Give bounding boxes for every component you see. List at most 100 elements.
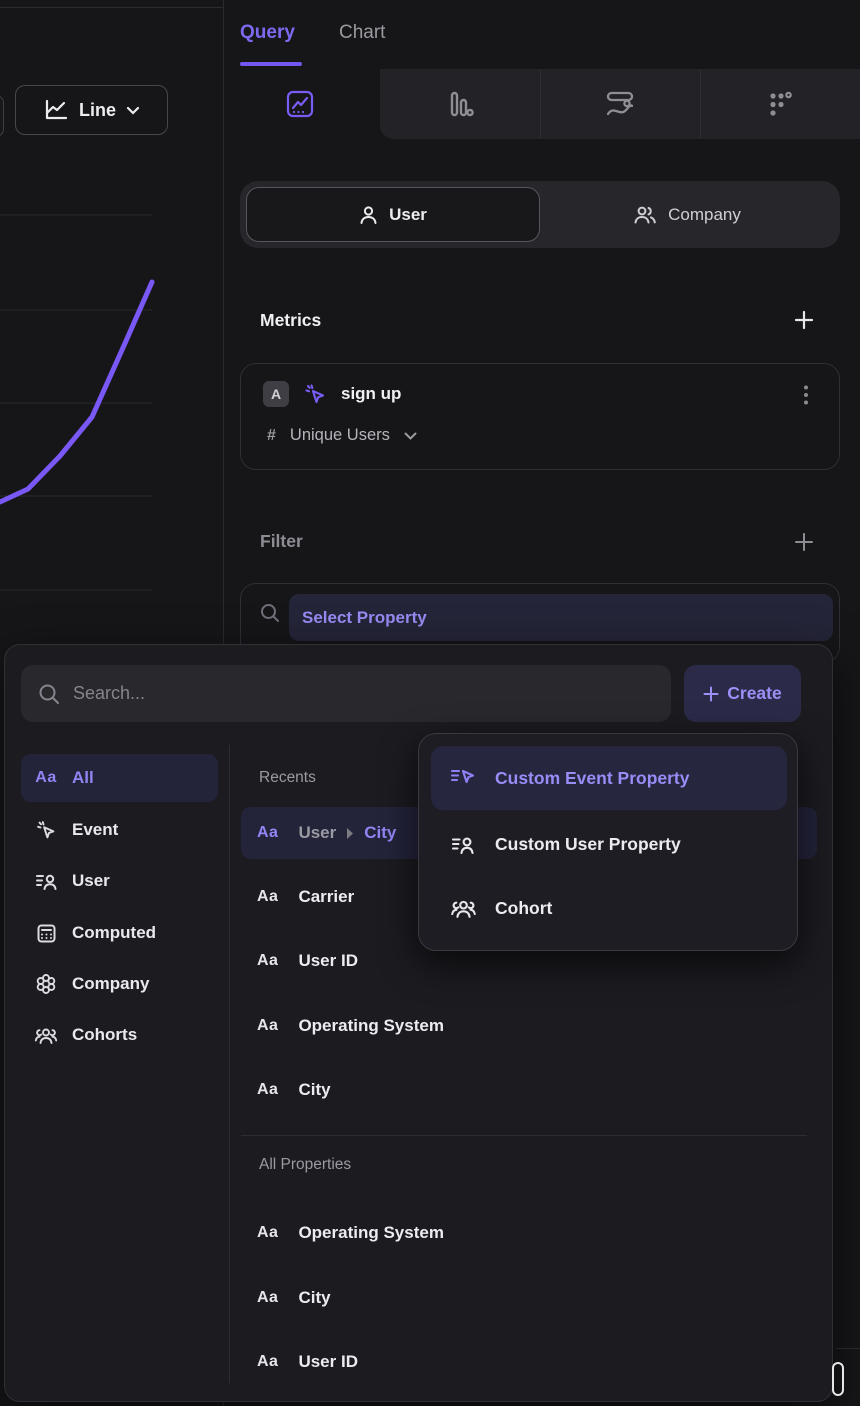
category-label: All [72, 768, 94, 787]
line-chart-preview [0, 214, 155, 591]
search-icon [37, 682, 61, 706]
entity-toggle: User Company [240, 181, 840, 248]
clipped-control-fragment[interactable] [0, 95, 4, 137]
cohort-people-icon [34, 1026, 58, 1045]
aa-icon: Aa [257, 1353, 279, 1370]
chart-type-dropdown[interactable]: Line [15, 85, 168, 135]
popup-search-bar[interactable] [21, 665, 671, 722]
list-section-divider [241, 1135, 807, 1136]
aa-icon: Aa [257, 824, 279, 841]
create-button[interactable]: Create [684, 665, 801, 722]
property-item[interactable]: Aa City [241, 1272, 817, 1324]
metric-event-row[interactable]: A sign up [263, 381, 401, 407]
metrics-heading: Metrics [260, 310, 322, 330]
strip-divider [540, 69, 541, 139]
toggle-user[interactable]: User [246, 187, 540, 242]
create-custom-event-property[interactable]: Custom Event Property [431, 746, 787, 810]
chart-type-label: Line [78, 99, 116, 120]
create-cohort[interactable]: Cohort [431, 876, 787, 940]
company-cluster-icon [34, 973, 58, 995]
create-button-label: Create [727, 683, 782, 703]
line-chart-icon [43, 98, 69, 122]
property-label: Operating System [298, 1016, 444, 1035]
category-event[interactable]: Event [21, 806, 218, 854]
create-menu-label: Cohort [495, 897, 553, 918]
metric-options-button[interactable] [795, 382, 817, 408]
insights-tab[interactable] [220, 69, 380, 139]
scrollbar-thumb[interactable] [832, 1362, 844, 1396]
active-tab-underline [240, 62, 302, 66]
select-property-field[interactable]: Select Property [289, 594, 833, 641]
series-letter-badge: A [263, 381, 289, 407]
property-breadcrumb: User City [298, 823, 396, 843]
create-menu-label: Custom User Property [495, 833, 681, 854]
hash-icon: # [267, 426, 276, 444]
recent-item[interactable]: Aa Carrier [241, 871, 817, 923]
category-label: Company [72, 974, 150, 993]
category-all[interactable]: Aa All [21, 754, 218, 802]
strip-divider [700, 69, 701, 139]
recent-item[interactable]: Aa User ID [241, 935, 817, 987]
category-label: User [72, 871, 110, 890]
plus-icon [703, 686, 719, 702]
aa-icon: Aa [257, 1224, 279, 1241]
insights-icon [285, 89, 315, 119]
retention-tab[interactable] [540, 69, 700, 139]
add-metric-button[interactable] [793, 309, 815, 331]
left-panel-top-border [0, 7, 223, 8]
tab-chart[interactable]: Chart [339, 22, 386, 43]
category-label: Computed [72, 923, 157, 942]
property-label: Carrier [298, 887, 355, 906]
category-label: Event [72, 820, 119, 839]
underlying-card-border [836, 1348, 860, 1349]
calculator-icon [34, 923, 58, 944]
aggregation-selector[interactable]: # Unique Users [267, 426, 417, 445]
event-click-icon [302, 381, 328, 407]
funnels-tab[interactable] [380, 69, 540, 139]
cohort-people-icon [449, 898, 477, 919]
property-label: Operating System [298, 1223, 444, 1242]
category-company[interactable]: Company [21, 960, 218, 1008]
toggle-user-label: User [389, 204, 427, 224]
recent-item[interactable]: Aa Operating System [241, 1000, 817, 1052]
toggle-company-label: Company [668, 204, 741, 224]
breadcrumb-parent: User [298, 823, 337, 842]
category-label: Cohorts [72, 1025, 138, 1044]
all-properties-header: All Properties [259, 1156, 352, 1173]
create-custom-user-property[interactable]: Custom User Property [431, 812, 787, 876]
category-user[interactable]: User [21, 857, 218, 905]
user-icon [359, 205, 378, 225]
create-menu-label: Custom Event Property [495, 767, 690, 788]
toggle-company[interactable]: Company [540, 187, 834, 242]
popup-column-divider [229, 745, 230, 1383]
user-property-icon [34, 871, 58, 891]
add-filter-button[interactable] [793, 531, 815, 553]
search-icon [259, 602, 281, 624]
aggregation-label: Unique Users [289, 426, 390, 444]
popup-search-input[interactable] [73, 683, 655, 704]
flows-tab[interactable] [700, 69, 860, 139]
metric-card: A sign up # Unique Users [240, 363, 840, 470]
property-item[interactable]: Aa Operating System [241, 1207, 817, 1259]
chevron-down-icon [126, 106, 140, 115]
aa-icon: Aa [257, 1289, 279, 1306]
recent-item[interactable]: Aa City [241, 1064, 817, 1116]
aa-icon: Aa [257, 952, 279, 969]
custom-user-property-icon [449, 834, 477, 855]
property-label: User ID [298, 951, 358, 970]
custom-event-property-icon [449, 767, 477, 789]
tab-query[interactable]: Query [240, 22, 295, 43]
property-label: User ID [298, 1352, 358, 1371]
category-cohorts[interactable]: Cohorts [21, 1011, 218, 1059]
property-item[interactable]: Aa User ID [241, 1336, 817, 1388]
property-label: City [298, 1080, 331, 1099]
aa-icon: Aa [257, 888, 279, 905]
funnels-icon [445, 89, 475, 119]
category-computed[interactable]: Computed [21, 909, 218, 957]
filter-heading: Filter [260, 531, 303, 551]
create-menu: Custom Event Property Custom User Proper… [418, 733, 798, 951]
chevron-right-icon [346, 827, 354, 839]
metric-event-name: sign up [341, 384, 402, 403]
breadcrumb-child: City [364, 823, 397, 842]
